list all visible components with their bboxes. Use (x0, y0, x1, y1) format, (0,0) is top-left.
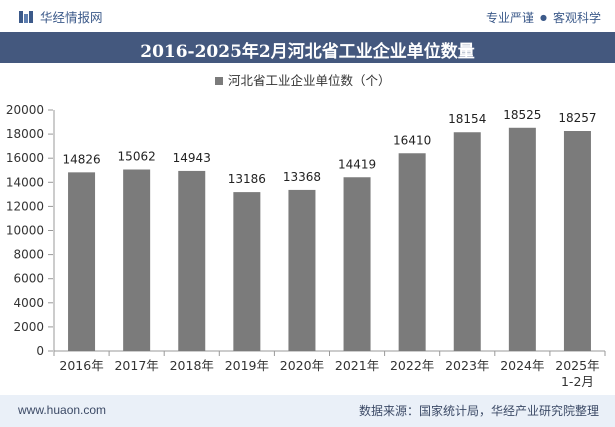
brand: 华经情报网 (18, 7, 103, 26)
footer-source: 数据来源：国家统计局，华经产业研究院整理 (358, 404, 599, 418)
bar (398, 153, 426, 351)
bar (563, 131, 591, 351)
y-tick-label: 0 (36, 344, 44, 358)
title-bar: 2016-2025年2月河北省工业企业单位数量 (0, 32, 615, 63)
brand-logo-icon (19, 10, 33, 23)
x-tick-label: 2025年 (555, 358, 599, 373)
x-tick-label: 2024年 (500, 358, 544, 373)
x-tick-label: 2018年 (170, 358, 214, 373)
bar (123, 169, 151, 351)
y-tick-label: 10000 (6, 224, 44, 238)
tagline-separator: ● (540, 13, 547, 22)
x-tick-label: 2022年 (390, 358, 434, 373)
y-tick-label: 20000 (6, 103, 44, 117)
tagline-left: 专业严谨 (485, 11, 534, 25)
bar (68, 172, 96, 351)
x-tick-label: 2016年 (59, 358, 103, 373)
tagline-right: 客观科学 (552, 11, 601, 25)
bar (343, 177, 371, 351)
y-tick-label: 14000 (6, 175, 44, 189)
x-tick-label: 2017年 (114, 358, 158, 373)
data-label: 18257 (558, 111, 596, 125)
data-label: 16410 (393, 133, 431, 147)
x-tick-label: 2020年 (280, 358, 324, 373)
x-tick-label: 2021年 (335, 358, 379, 373)
y-tick-label: 2000 (13, 320, 44, 334)
y-tick-label: 8000 (13, 248, 44, 262)
bar (288, 189, 316, 351)
data-label: 14419 (338, 157, 376, 171)
top-bar: 华经情报网 专业严谨 ● 客观科学 (0, 0, 615, 32)
x-tick-label: 2023年 (445, 358, 489, 373)
bar (453, 132, 481, 351)
bar-chart: 河北省工业企业单位数（个） 0 2000 4000 6000 8000 10000 12000… (6, 73, 606, 389)
legend-label: 河北省工业企业单位数（个） (228, 73, 391, 88)
data-label: 13186 (228, 172, 266, 186)
data-label: 14826 (62, 152, 100, 166)
data-label: 15062 (118, 150, 156, 164)
x-tick-label: 1-2月 (561, 374, 594, 389)
data-label: 13368 (283, 170, 321, 184)
y-tick-label: 12000 (6, 199, 44, 213)
bar (233, 192, 261, 351)
data-label: 18154 (448, 112, 486, 126)
footer: www.huaon.com 数据来源：国家统计局，华经产业研究院整理 (0, 395, 615, 427)
data-label: 14943 (173, 151, 211, 165)
x-tick-label: 2019年 (225, 358, 269, 373)
data-label: 18525 (503, 108, 541, 122)
bar (508, 127, 536, 352)
legend-swatch (215, 77, 223, 85)
bar (178, 170, 206, 351)
y-tick-label: 18000 (6, 127, 44, 141)
chart-title: 2016-2025年2月河北省工业企业单位数量 (140, 42, 475, 62)
tagline: 专业严谨 ● 客观科学 (486, 9, 601, 26)
footer-site: www.huaon.com (18, 403, 107, 417)
y-tick-label: 6000 (13, 272, 44, 286)
y-tick-label: 4000 (13, 296, 44, 310)
brand-name: 华经情报网 (40, 10, 103, 25)
y-tick-label: 16000 (6, 151, 44, 165)
